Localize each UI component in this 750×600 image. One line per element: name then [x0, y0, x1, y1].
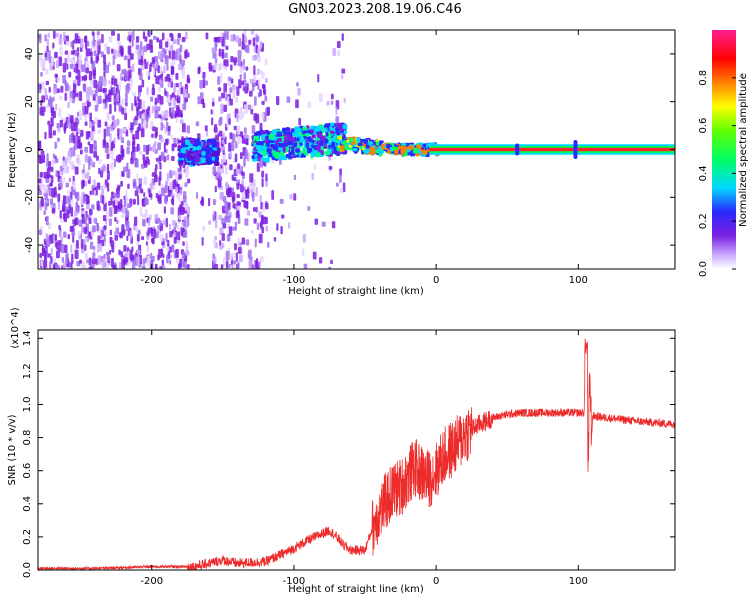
top-x-tick-label: -200 — [140, 275, 163, 286]
bottom-plot-frame — [37, 329, 676, 571]
top-y-tick-label: -40 — [24, 237, 35, 253]
colorbar-tick-label: 0.0 — [698, 261, 709, 277]
bottom-y-tick-label: 0.8 — [22, 430, 33, 446]
top-x-tick-label: 100 — [569, 275, 588, 286]
bottom-x-tick-label: -100 — [283, 576, 306, 587]
spectrogram — [38, 30, 675, 269]
bottom-y-tick-label: 1.4 — [22, 330, 33, 346]
bottom-x-axis-label: Height of straight line (km) — [288, 584, 424, 595]
chart-title: GN03.2023.208.19.06.C46 — [288, 2, 462, 17]
bottom-y-tick-label: 0.2 — [22, 529, 33, 545]
colorbar-tick-label: 0.4 — [698, 165, 709, 181]
bottom-y-tick-label: 0.6 — [22, 463, 33, 479]
bottom-y-axis-label: SNR (10 * v/v) — [7, 414, 18, 485]
top-y-tick-label: 20 — [24, 95, 35, 108]
colorbar-ticks: 0.0 0.2 0.4 0.6 0.8 — [698, 70, 736, 277]
snr-plot-area — [38, 338, 675, 570]
bottom-axes: -200 -100 0 100 0.0 0.2 0.4 0.6 0.8 1.0 1.2 1.4 — [22, 330, 675, 587]
bottom-y-tick-label: 0.4 — [22, 496, 33, 512]
bottom-x-tick-label: 100 — [569, 576, 588, 587]
top-x-tick-label: 0 — [433, 275, 439, 286]
top-y-axis-label: Frequency (Hz) — [7, 112, 18, 188]
bottom-y-tick-label: 0.0 — [22, 562, 33, 578]
snr-series-line — [38, 338, 675, 570]
colorbar-tick-label: 0.2 — [698, 213, 709, 229]
colorbar — [712, 30, 736, 269]
bottom-x-tick-label: 0 — [433, 576, 439, 587]
colorbar-tick-label: 0.8 — [698, 70, 709, 86]
top-y-tick-label: 40 — [24, 48, 35, 61]
top-y-tick-label: 0 — [24, 146, 35, 152]
colorbar-label: Normalized spectral amplitude — [738, 73, 749, 227]
top-y-tick-label: -20 — [24, 189, 35, 205]
bottom-x-tick-label: -200 — [140, 576, 163, 587]
y-multiplier-label: (x10^4) — [10, 307, 21, 348]
top-x-tick-label: -100 — [283, 275, 306, 286]
top-x-axis-label: Height of straight line (km) — [288, 286, 424, 297]
bottom-y-tick-label: 1.0 — [22, 397, 33, 413]
bottom-y-tick-label: 1.2 — [22, 363, 33, 379]
colorbar-tick-label: 0.6 — [698, 118, 709, 134]
